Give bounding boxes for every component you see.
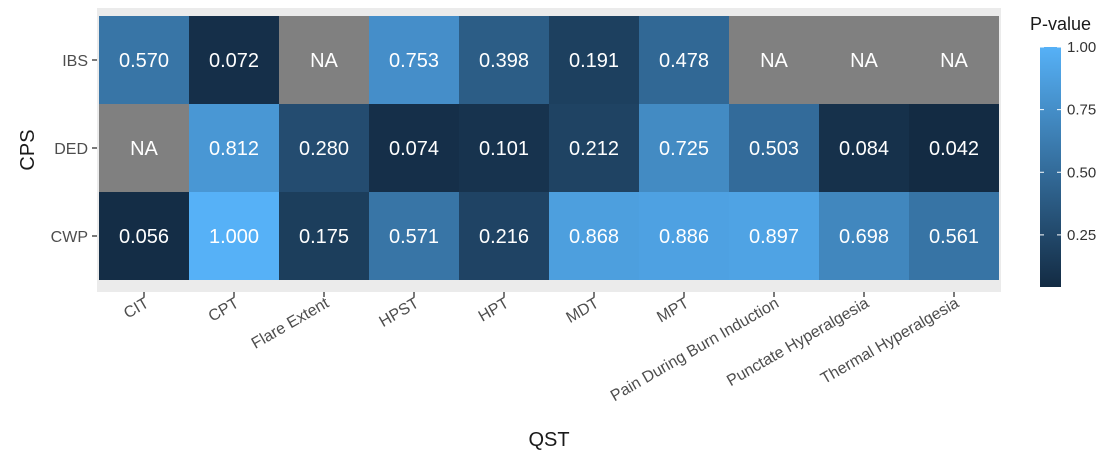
heatmap-cell: [549, 16, 639, 104]
cell-value-label: 0.868: [569, 226, 619, 248]
x-tick-label: HPT: [476, 295, 512, 326]
x-tick-label: HPST: [377, 295, 423, 331]
heatmap-cell: [189, 192, 279, 280]
cell-value-label: NA: [130, 138, 158, 160]
cell-value-label: 0.280: [299, 138, 349, 160]
cell-value-label: 0.398: [479, 50, 529, 72]
legend: P-value 1.00 0.75 0.50 0.25: [1030, 14, 1096, 287]
heatmap-cell: [639, 104, 729, 192]
x-tick-label: CPT: [206, 295, 242, 326]
cell-value-label: 0.212: [569, 138, 619, 160]
heatmap-cells: [99, 16, 999, 280]
heatmap-cell: [459, 16, 549, 104]
legend-colorbar: [1040, 47, 1061, 287]
heatmap-cell: [459, 192, 549, 280]
heatmap-cell: [279, 16, 369, 104]
heatmap-cell: [819, 192, 909, 280]
x-tick-label: MPT: [654, 295, 692, 327]
x-axis-title: QST: [528, 429, 569, 451]
heatmap-cell: [279, 192, 369, 280]
cell-value-label: NA: [310, 50, 338, 72]
cell-value-label: 0.561: [929, 226, 979, 248]
heatmap-cell: [369, 104, 459, 192]
heatmap-cell: [819, 16, 909, 104]
y-tick-label: CWP: [51, 229, 88, 246]
heatmap-cell: [459, 104, 549, 192]
heatmap-cell: [99, 16, 189, 104]
cell-value-label: 0.478: [659, 50, 709, 72]
x-tick-label: Punctate Hyperalgesia: [724, 295, 872, 390]
y-axis-title: CPS: [17, 129, 39, 170]
x-tick-label: Pain During Burn Induction: [608, 295, 782, 405]
cell-value-label: 0.897: [749, 226, 799, 248]
x-tick-label: MDT: [563, 295, 602, 327]
heatmap-cell: [729, 16, 819, 104]
cell-value-label: 0.056: [119, 226, 169, 248]
cell-value-label: NA: [940, 50, 968, 72]
cell-value-label: 1.000: [209, 226, 259, 248]
legend-title: P-value: [1030, 14, 1091, 34]
heatmap-cell: [369, 192, 459, 280]
heatmap-cell: [729, 104, 819, 192]
x-tick-label: CIT: [121, 295, 152, 323]
heatmap-cell: [729, 192, 819, 280]
cell-value-label: NA: [850, 50, 878, 72]
heatmap-cell: [549, 192, 639, 280]
cell-value-label: 0.175: [299, 226, 349, 248]
heatmap-cell: [909, 104, 999, 192]
cell-value-label: 0.101: [479, 138, 529, 160]
heatmap-cell: [369, 16, 459, 104]
cell-value-label: 0.570: [119, 50, 169, 72]
cell-value-label: 0.503: [749, 138, 799, 160]
heatmap-cell: [189, 16, 279, 104]
heatmap-cell: [909, 192, 999, 280]
cell-value-label: 0.812: [209, 138, 259, 160]
cell-value-label: 0.074: [389, 138, 439, 160]
legend-tick-label: 0.25: [1067, 227, 1096, 244]
x-tick-label: Flare Extent: [249, 294, 333, 352]
legend-tick-label: 0.50: [1067, 164, 1096, 181]
cell-value-label: NA: [760, 50, 788, 72]
heatmap-cell: [639, 16, 729, 104]
cell-value-labels: 0.570 0.072 NA 0.753 0.398 0.191 0.478 NA NA NA NA…: [119, 50, 979, 248]
cell-value-label: 0.753: [389, 50, 439, 72]
heatmap-cell: [909, 16, 999, 104]
cell-value-label: 0.886: [659, 226, 709, 248]
cell-value-label: 0.042: [929, 138, 979, 160]
cell-value-label: 0.698: [839, 226, 889, 248]
heatmap-cell: [279, 104, 369, 192]
cell-value-label: 0.571: [389, 226, 439, 248]
y-tick-label: DED: [54, 141, 88, 158]
heatmap-cell: [99, 192, 189, 280]
cell-value-label: 0.084: [839, 138, 889, 160]
heatmap-cell: [819, 104, 909, 192]
legend-ticks: 1.00 0.75 0.50 0.25: [1040, 39, 1096, 244]
legend-tick-label: 1.00: [1067, 39, 1096, 56]
heatmap-cell: [639, 192, 729, 280]
heatmap-cell: [549, 104, 639, 192]
y-tick-label: IBS: [62, 53, 88, 70]
cell-value-label: 0.725: [659, 138, 709, 160]
heatmap-cell: [99, 104, 189, 192]
cell-value-label: 0.216: [479, 226, 529, 248]
cell-value-label: 0.191: [569, 50, 619, 72]
heatmap-cell: [189, 104, 279, 192]
legend-tick-label: 0.75: [1067, 102, 1096, 119]
y-axis: IBS DED CWP: [51, 53, 97, 246]
cell-value-label: 0.072: [209, 50, 259, 72]
